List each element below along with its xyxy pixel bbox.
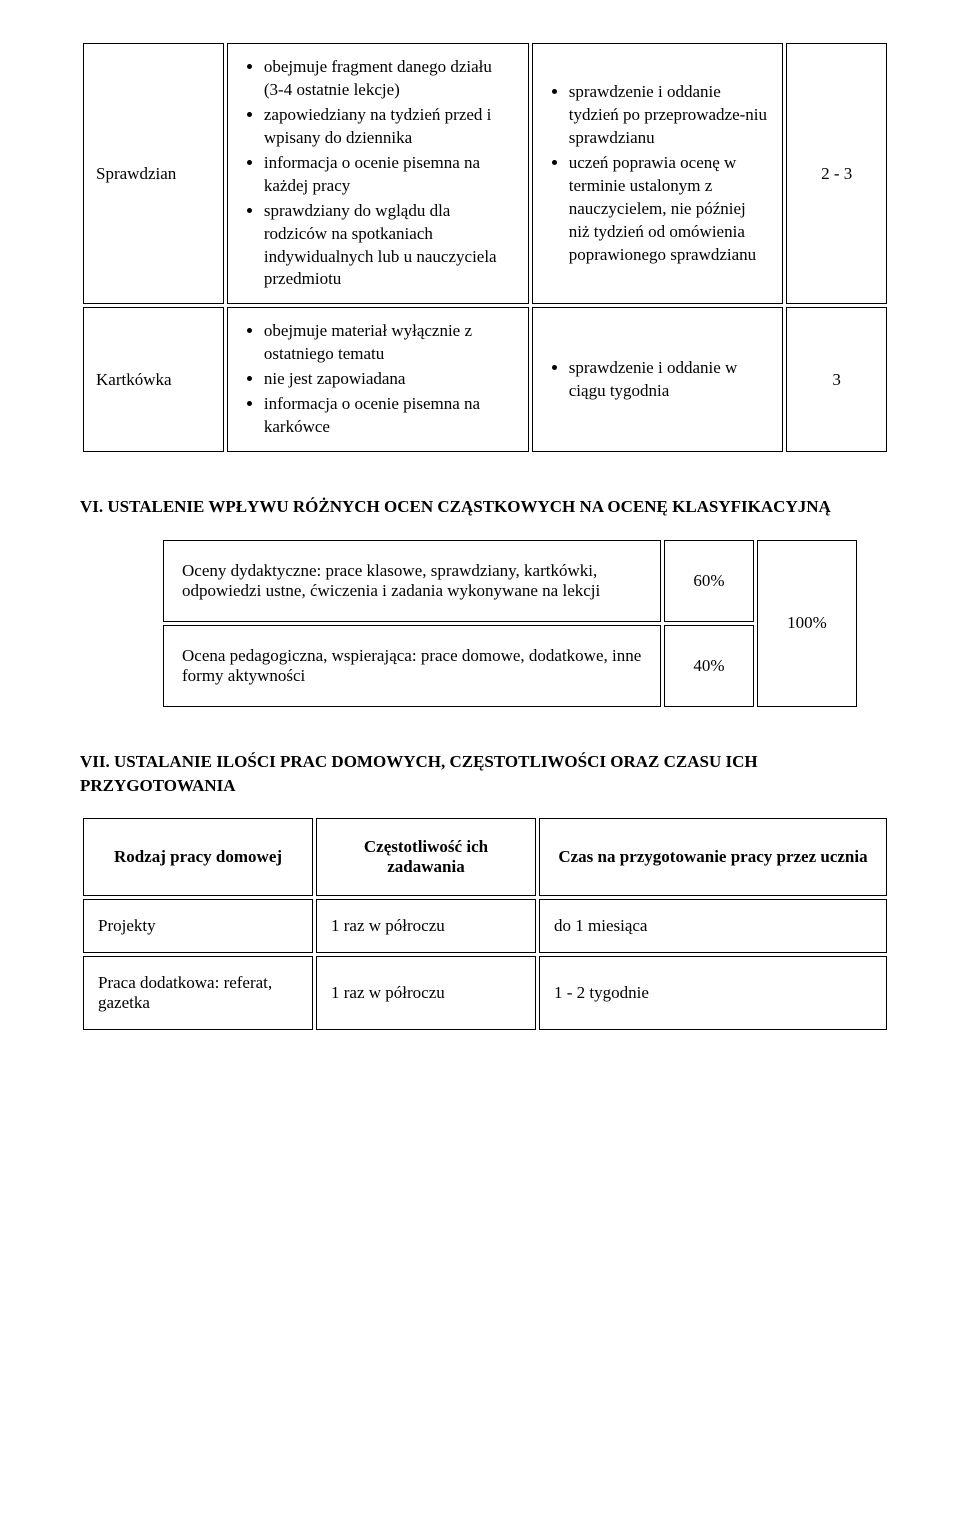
list-item: sprawdziany do wglądu dla rodziców na sp… [264,200,516,292]
col-header: Częstotliwość ich zadawania [316,818,536,896]
col4-weight: 2 - 3 [786,43,887,304]
col2: obejmuje fragment danego działu (3-4 ost… [227,43,529,304]
list-item: obejmuje fragment danego działu (3-4 ost… [264,56,516,102]
list-item: sprawdzenie i oddanie tydzień po przepro… [569,81,771,150]
cell: Projekty [83,899,313,953]
heading-vi: VI. USTALENIE WPŁYWU RÓŻNYCH OCEN CZĄSTK… [80,495,890,519]
table-row: Kartkówka obejmuje materiał wyłącznie z … [83,307,887,452]
col-header: Rodzaj pracy domowej [83,818,313,896]
list-item: obejmuje materiał wyłącznie z ostatniego… [264,320,516,366]
table-row: Oceny dydaktyczne: prace klasowe, sprawd… [163,540,857,622]
influence-table: Oceny dydaktyczne: prace klasowe, sprawd… [160,537,860,710]
pct-cell: 40% [664,625,754,707]
list-item: sprawdzenie i oddanie w ciągu tygodnia [569,357,771,403]
col-header: Czas na przygotowanie pracy przez ucznia [539,818,887,896]
list-item: informacja o ocenie pisemna na każdej pr… [264,152,516,198]
col3: sprawdzenie i oddanie w ciągu tygodnia [532,307,784,452]
row-label: Kartkówka [83,307,224,452]
list-item: informacja o ocenie pisemna na karkówce [264,393,516,439]
list-item: zapowiedziany na tydzień przed i wpisany… [264,104,516,150]
cell: 1 raz w półroczu [316,899,536,953]
pct-cell: 60% [664,540,754,622]
heading-vii: VII. USTALANIE ILOŚCI PRAC DOMOWYCH, CZĘ… [80,750,890,798]
col4-weight: 3 [786,307,887,452]
col2: obejmuje materiał wyłącznie z ostatniego… [227,307,529,452]
cell: Praca dodatkowa: referat, gazetka [83,956,313,1030]
desc-cell: Ocena pedagogiczna, wspierająca: prace d… [163,625,661,707]
assessment-table: Sprawdzian obejmuje fragment danego dzia… [80,40,890,455]
desc-cell: Oceny dydaktyczne: prace klasowe, sprawd… [163,540,661,622]
total-pct-cell: 100% [757,540,857,707]
header-row: Rodzaj pracy domowej Częstotliwość ich z… [83,818,887,896]
table-row: Sprawdzian obejmuje fragment danego dzia… [83,43,887,304]
homework-table: Rodzaj pracy domowej Częstotliwość ich z… [80,815,890,1033]
table-row: Projekty 1 raz w półroczu do 1 miesiąca [83,899,887,953]
cell: do 1 miesiąca [539,899,887,953]
list-item: nie jest zapowiadana [264,368,516,391]
cell: 1 - 2 tygodnie [539,956,887,1030]
cell: 1 raz w półroczu [316,956,536,1030]
table-row: Ocena pedagogiczna, wspierająca: prace d… [163,625,857,707]
col3: sprawdzenie i oddanie tydzień po przepro… [532,43,784,304]
list-item: uczeń poprawia ocenę w terminie ustalony… [569,152,771,267]
table-row: Praca dodatkowa: referat, gazetka 1 raz … [83,956,887,1030]
row-label: Sprawdzian [83,43,224,304]
